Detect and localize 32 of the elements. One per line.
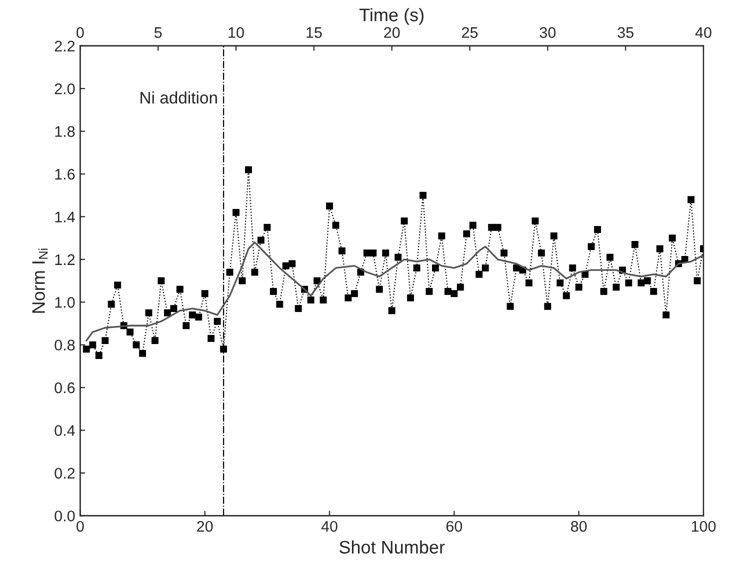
- x-tick-label: 20: [197, 520, 213, 532]
- ref-line-label: Ni addition: [140, 91, 217, 104]
- x2-tick-label: 30: [540, 27, 556, 38]
- y-tick-label: 1.4: [55, 212, 75, 222]
- x-tick-label: 0: [76, 520, 84, 532]
- x-tick-label: 40: [321, 520, 338, 532]
- x2-tick-label: 0: [76, 27, 84, 38]
- line-series: [86, 241, 704, 342]
- y-tick-label: 0.0: [54, 510, 75, 522]
- x2-tick-label: 25: [462, 27, 478, 38]
- x-tick-label: 60: [446, 520, 462, 532]
- y-tick-label: 1.8: [55, 126, 75, 137]
- x2-tick-label: 40: [695, 27, 712, 38]
- y-tick-label: 0.2: [54, 468, 75, 479]
- x2-tick-label: 5: [154, 27, 162, 38]
- x-axis-title: Shot Number: [339, 540, 445, 554]
- y-tick-label: 0.4: [54, 425, 75, 436]
- y-tick-label: 1.2: [55, 254, 75, 265]
- y-tick-label: 0.6: [54, 382, 75, 394]
- x2-tick-label: 20: [384, 27, 400, 38]
- x2-tick-label: 15: [306, 27, 322, 38]
- y-tick-label: 1.6: [55, 168, 75, 180]
- x2-axis-title: Time (s): [359, 8, 424, 25]
- x-tick-label: 100: [692, 520, 716, 532]
- y-tick-label: 1.0: [55, 296, 75, 308]
- y-tick-label: 2.2: [54, 40, 75, 52]
- x-tick-label: 80: [570, 520, 587, 532]
- y-tick-label: 2.0: [54, 83, 75, 94]
- x2-tick-label: 10: [228, 27, 244, 38]
- x2-tick-label: 35: [618, 27, 634, 38]
- y-axis-title: Norm I$_{Ni}$: [32, 248, 48, 313]
- y-tick-label: 0.8: [54, 340, 75, 351]
